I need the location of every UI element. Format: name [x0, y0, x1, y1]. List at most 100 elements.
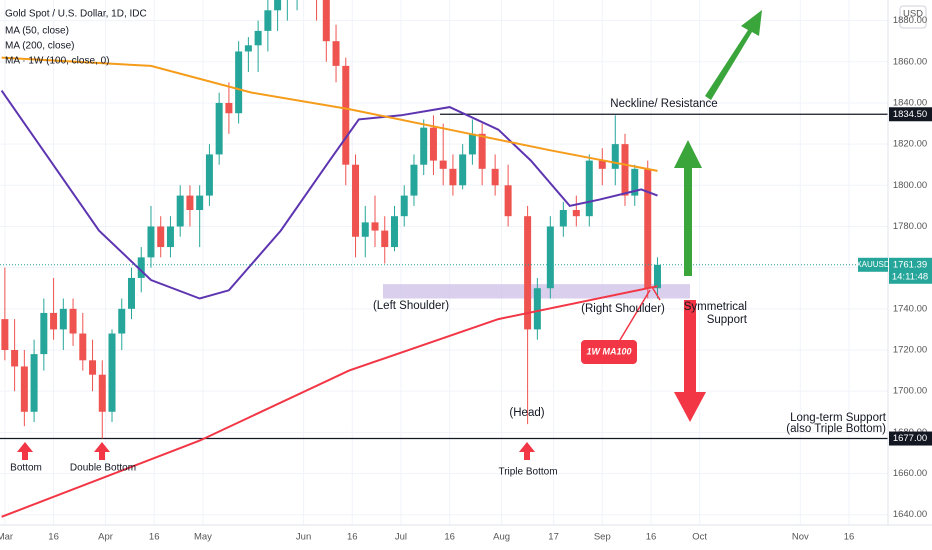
ma-line	[1, 285, 658, 518]
candle-body	[420, 127, 428, 165]
legend-entry: MA (50, close)	[5, 26, 69, 37]
green-arrow	[674, 140, 702, 276]
annotations: Neckline/ Resistance (Left Shoulder) (Ri…	[10, 98, 887, 478]
candle-body	[653, 264, 661, 289]
x-tick-label: 16	[149, 532, 160, 543]
candle-body	[533, 288, 541, 330]
annotation: Neckline/ Resistance	[610, 98, 717, 110]
candle-body	[585, 160, 593, 217]
candle-body	[127, 277, 135, 309]
candle-body	[459, 154, 467, 186]
candle-body	[196, 195, 204, 210]
x-tick-label: Jul	[395, 532, 407, 543]
annotation: (Left Shoulder)	[373, 300, 449, 312]
red-arrow	[17, 442, 33, 460]
candle-body	[59, 308, 67, 330]
annotation: (Head)	[509, 407, 544, 419]
candle-body	[429, 127, 437, 161]
x-tick-label: May	[194, 532, 212, 543]
candle-body	[559, 210, 567, 227]
candle-body	[332, 41, 340, 66]
candle-body	[504, 185, 512, 217]
price-tag-label: 1677.00	[893, 433, 927, 444]
candle-body	[621, 144, 629, 196]
candle-body	[69, 308, 77, 334]
candle-body	[205, 154, 213, 196]
y-tick-label: 1820.00	[893, 139, 927, 150]
x-tick-label: 16	[844, 532, 855, 543]
candle-body	[1, 319, 9, 350]
x-tick-label: 17	[548, 532, 559, 543]
y-tick-label: 1720.00	[893, 345, 927, 356]
candle-body	[98, 374, 106, 412]
candle-body	[342, 65, 350, 165]
candle-body	[439, 160, 447, 169]
x-tick-label: 16	[646, 532, 657, 543]
ma-line	[1, 56, 658, 172]
x-tick-label: Oct	[692, 532, 707, 543]
annotation: (Right Shoulder)	[581, 303, 665, 315]
candle-body	[157, 226, 165, 248]
candle-body	[244, 45, 252, 52]
price-tag	[889, 107, 932, 122]
annotation: 1W MA100	[586, 346, 631, 356]
x-tick-label: 16	[347, 532, 358, 543]
x-tick-label: Aug	[493, 532, 510, 543]
y-tick-label: 1800.00	[893, 180, 927, 191]
candle-body	[264, 10, 272, 31]
annotation: Triple Bottom	[498, 467, 557, 478]
candle-body	[449, 168, 457, 186]
annotation: Double Bottom	[70, 463, 136, 474]
y-tick-label: 1640.00	[893, 509, 927, 520]
ma-line	[0, 90, 658, 300]
candle-body	[137, 257, 145, 278]
x-tick-label: Mar	[0, 532, 13, 543]
y-tick-label: 1740.00	[893, 303, 927, 314]
symbol-tag	[858, 257, 888, 272]
candle-body	[118, 308, 126, 334]
pointer	[619, 289, 651, 341]
candle-body	[166, 226, 174, 248]
green-arrow	[705, 10, 762, 100]
candle-body	[176, 195, 184, 227]
candle-body	[186, 195, 194, 210]
price-tag-label: 1761.39	[893, 259, 927, 270]
red-arrow	[519, 442, 535, 460]
x-tick-label: Nov	[792, 532, 809, 543]
candle-body	[30, 354, 38, 412]
ma-badge	[581, 340, 637, 364]
candle-body	[611, 144, 619, 169]
red-arrow	[94, 442, 110, 460]
annotation: Bottom	[10, 463, 42, 474]
candle-body	[468, 133, 476, 155]
annotation: Long-term Support	[790, 412, 887, 424]
candle-body	[572, 210, 580, 217]
pointer	[651, 286, 661, 301]
candle-body	[644, 168, 652, 289]
candle-body	[478, 133, 486, 169]
price-tag	[889, 257, 932, 284]
candle-body	[390, 216, 398, 248]
x-tick-label: Sep	[594, 532, 611, 543]
candle-body	[215, 102, 223, 155]
candle-body	[352, 164, 360, 237]
y-tick-label: 1660.00	[893, 468, 927, 479]
candle-body	[524, 216, 532, 330]
chart-title: Gold Spot / U.S. Dollar, 1D, IDC	[5, 9, 147, 20]
candle-body	[40, 312, 48, 355]
candle-body	[322, 0, 330, 42]
annotation: (also Triple Bottom)	[786, 423, 886, 435]
candle-body	[79, 333, 87, 361]
annotation: Symmetrical	[684, 301, 747, 313]
arrows	[17, 10, 762, 460]
candle-body	[491, 168, 499, 186]
x-tick-label: Jun	[296, 532, 311, 543]
y-tick-label: 1880.00	[893, 15, 927, 26]
candle-body	[254, 30, 262, 46]
candle-body	[546, 226, 554, 289]
candle-body	[50, 312, 58, 330]
y-tick-label: 1860.00	[893, 56, 927, 67]
currency: USD	[903, 9, 923, 20]
